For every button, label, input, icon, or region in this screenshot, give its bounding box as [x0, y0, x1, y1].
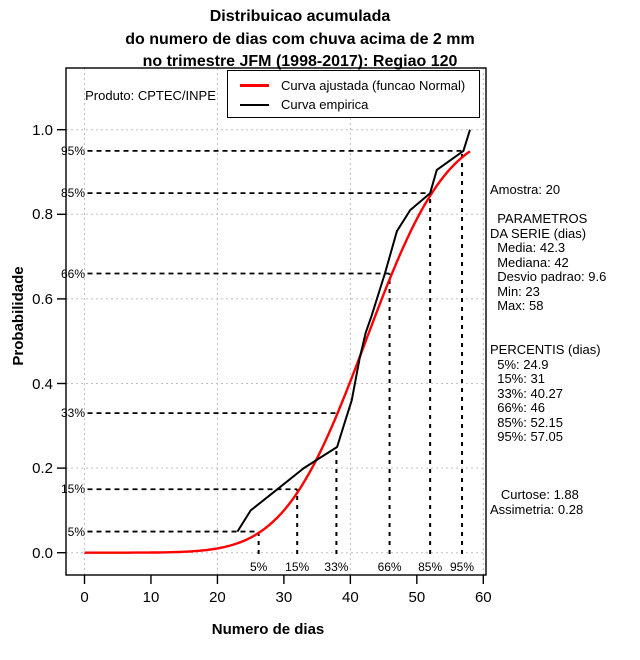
legend-entry-label: Curva ajustada (funcao Normal)	[281, 78, 466, 93]
stats-panel-line: Amostra: 20	[490, 182, 561, 197]
fitted-curve-sample-line	[240, 84, 269, 87]
x-tick-label: 60	[474, 589, 492, 606]
chart-title: Distribuicao acumulada do numero de dias…	[0, 6, 600, 74]
fitted-curve	[84, 150, 471, 554]
stats-panel-line	[490, 198, 606, 213]
percentile-label-bottom-85%: 85%	[418, 560, 443, 574]
x-tick-label: 20	[209, 589, 226, 606]
legend: Curva ajustada (funcao Normal) Curva empi…	[227, 70, 480, 118]
legend-entry: Curva ajustada (funcao Normal)	[228, 76, 479, 95]
stats-panel-line: Min: 23	[490, 283, 540, 299]
stats-panel-line: 95%: 57.05	[490, 429, 563, 445]
plot-box	[65, 67, 487, 576]
legend-entry: Curva empirica	[228, 95, 479, 114]
stats-panel-line: 33%: 40.27	[490, 385, 563, 401]
stats-panel-line: Max: 58	[490, 298, 544, 314]
product-watermark: Produto: CPTEC/INPE	[85, 88, 216, 103]
percentile-label-left-95%: 95%	[60, 143, 85, 158]
percentile-label-bottom-33%: 33%	[324, 560, 349, 574]
stats-panel-line	[490, 314, 606, 329]
stats-panel-line: Desvio padrao: 9.6	[490, 269, 607, 285]
y-tick-label: 0.4	[32, 375, 53, 393]
percentile-label-left-85%: 85%	[60, 186, 85, 201]
stats-panel-line	[490, 459, 606, 474]
stats-panel-line: 15%: 31	[490, 371, 545, 387]
x-tick-label: 50	[408, 589, 426, 606]
stats-panel-line	[490, 474, 606, 489]
stats-panel-line: Mediana: 42	[490, 254, 569, 270]
percentile-label-left-33%: 33%	[60, 406, 85, 421]
x-tick-label: 10	[142, 589, 160, 606]
stats-panel-line: PARAMETROS	[490, 211, 588, 227]
stats-panel-line: DA SERIE (dias)	[490, 225, 587, 241]
y-tick-label: 1.0	[32, 121, 53, 139]
percentile-label-bottom-15%: 15%	[285, 560, 310, 574]
percentile-label-left-5%: 5%	[67, 524, 85, 539]
legend-entry-label: Curva empirica	[281, 97, 369, 112]
x-tick-label: 40	[342, 589, 359, 606]
percentile-label-bottom-66%: 66%	[377, 560, 402, 574]
stats-panel-line: 5%: 24.9	[490, 356, 549, 372]
y-tick-label: 0.2	[32, 460, 53, 478]
stats-panel-line	[490, 328, 606, 343]
stats-panel-line: 66%: 46	[490, 400, 545, 416]
stats-panel: Amostra: 20 PARAMETROS DA SERIE (dias) Me…	[490, 182, 607, 518]
empirical-curve	[236, 129, 471, 533]
chart-title-line1: Distribuicao acumulada	[209, 8, 391, 25]
chart-title-line3: no trimestre JFM (1998-2017): Regiao 120	[142, 53, 458, 70]
stats-panel-line: 85%: 52.15	[490, 414, 563, 430]
x-tick-label: 0	[80, 589, 89, 606]
percentile-label-bottom-95%: 95%	[450, 560, 475, 574]
percentile-label-left-15%: 15%	[60, 482, 85, 497]
x-tick-label: 30	[275, 589, 293, 606]
stats-panel-line: Media: 42.3	[490, 240, 566, 256]
stats-panel-line: PERCENTIS (dias)	[490, 342, 601, 358]
empirical-curve-sample-line	[240, 103, 269, 106]
y-tick-label: 0.6	[32, 290, 53, 308]
y-tick-label: 0.8	[32, 206, 53, 224]
stats-panel-line	[490, 445, 606, 460]
stats-panel-line: Curtose: 1.88	[490, 487, 579, 503]
percentile-label-left-66%: 66%	[60, 266, 85, 281]
y-tick-label: 0.0	[32, 544, 53, 562]
chart-title-line2: do numero de dias com chuva acima de 2 m…	[125, 30, 475, 48]
x-axis-title: Numero de dias	[211, 621, 325, 638]
stats-panel-line: Assimetria: 0.28	[490, 502, 584, 518]
percentile-label-bottom-5%: 5%	[249, 560, 268, 574]
